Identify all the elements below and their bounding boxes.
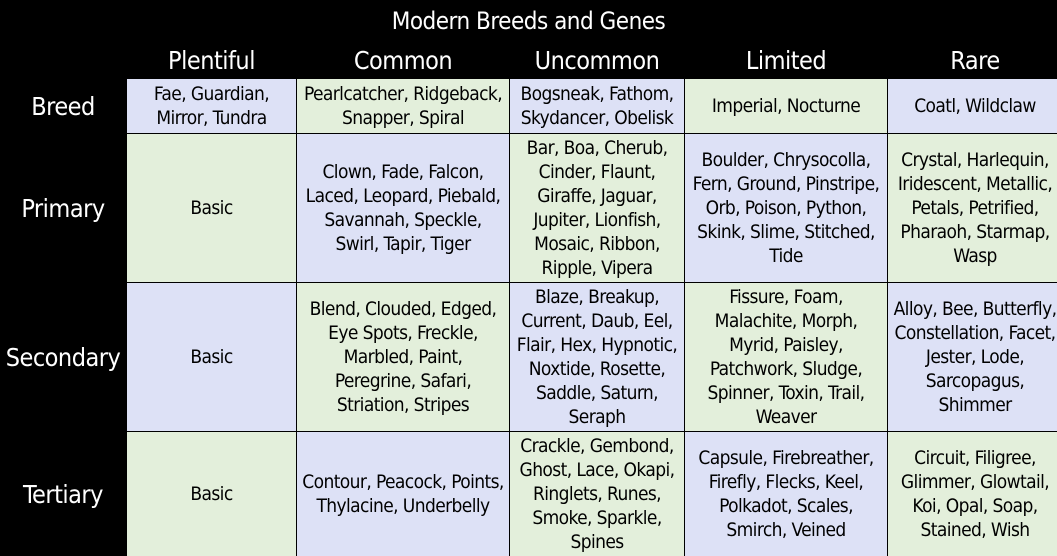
table-cell: Fissure, Foam, Malachite, Morph, Myrid, … [685,283,887,431]
column-header-common: Common [297,42,509,78]
table-cell: Alloy, Bee, Butterfly, Constellation, Fa… [888,283,1057,431]
table-cell: Blend, Clouded, Edged, Eye Spots, Freckl… [297,283,509,431]
row-header-tertiary: Tertiary [0,432,126,556]
column-header-rare: Rare [888,42,1057,78]
column-header-uncommon: Uncommon [510,42,684,78]
row-header-breed: Breed [0,79,126,133]
column-header-limited: Limited [685,42,887,78]
table-cell: Bogsneak, Fathom, Skydancer, Obelisk [510,79,684,133]
table-cell: Imperial, Nocturne [685,79,887,133]
page-title: Modern Breeds and Genes [391,7,666,35]
column-header-plentiful: Plentiful [127,42,296,78]
table-cell: Crystal, Harlequin, Iridescent, Metallic… [888,134,1057,282]
table-cell: Basic [127,134,296,282]
table-cell: Blaze, Breakup, Current, Daub, Eel, Flai… [510,283,684,431]
table-cell: Bar, Boa, Cherub, Cinder, Flaunt, Giraff… [510,134,684,282]
table-cell: Basic [127,432,296,556]
table-cell: Clown, Fade, Falcon, Laced, Leopard, Pie… [297,134,509,282]
table-cell: Pearlcatcher, Ridgeback, Snapper, Spiral [297,79,509,133]
row-header-primary: Primary [0,134,126,282]
table-cell: Basic [127,283,296,431]
table-cell: Contour, Peacock, Points, Thylacine, Und… [297,432,509,556]
table-cell: Fae, Guardian, Mirror, Tundra [127,79,296,133]
table-cell: Boulder, Chrysocolla, Fern, Ground, Pins… [685,134,887,282]
row-header-secondary: Secondary [0,283,126,431]
table-corner [0,42,126,78]
table-cell: Capsule, Firebreather, Firefly, Flecks, … [685,432,887,556]
table-cell: Crackle, Gembond, Ghost, Lace, Okapi, Ri… [510,432,684,556]
breeds-genes-table: Plentiful Common Uncommon Limited Rare B… [0,42,1057,556]
table-cell: Circuit, Filigree, Glimmer, Glowtail, Ko… [888,432,1057,556]
table-cell: Coatl, Wildclaw [888,79,1057,133]
